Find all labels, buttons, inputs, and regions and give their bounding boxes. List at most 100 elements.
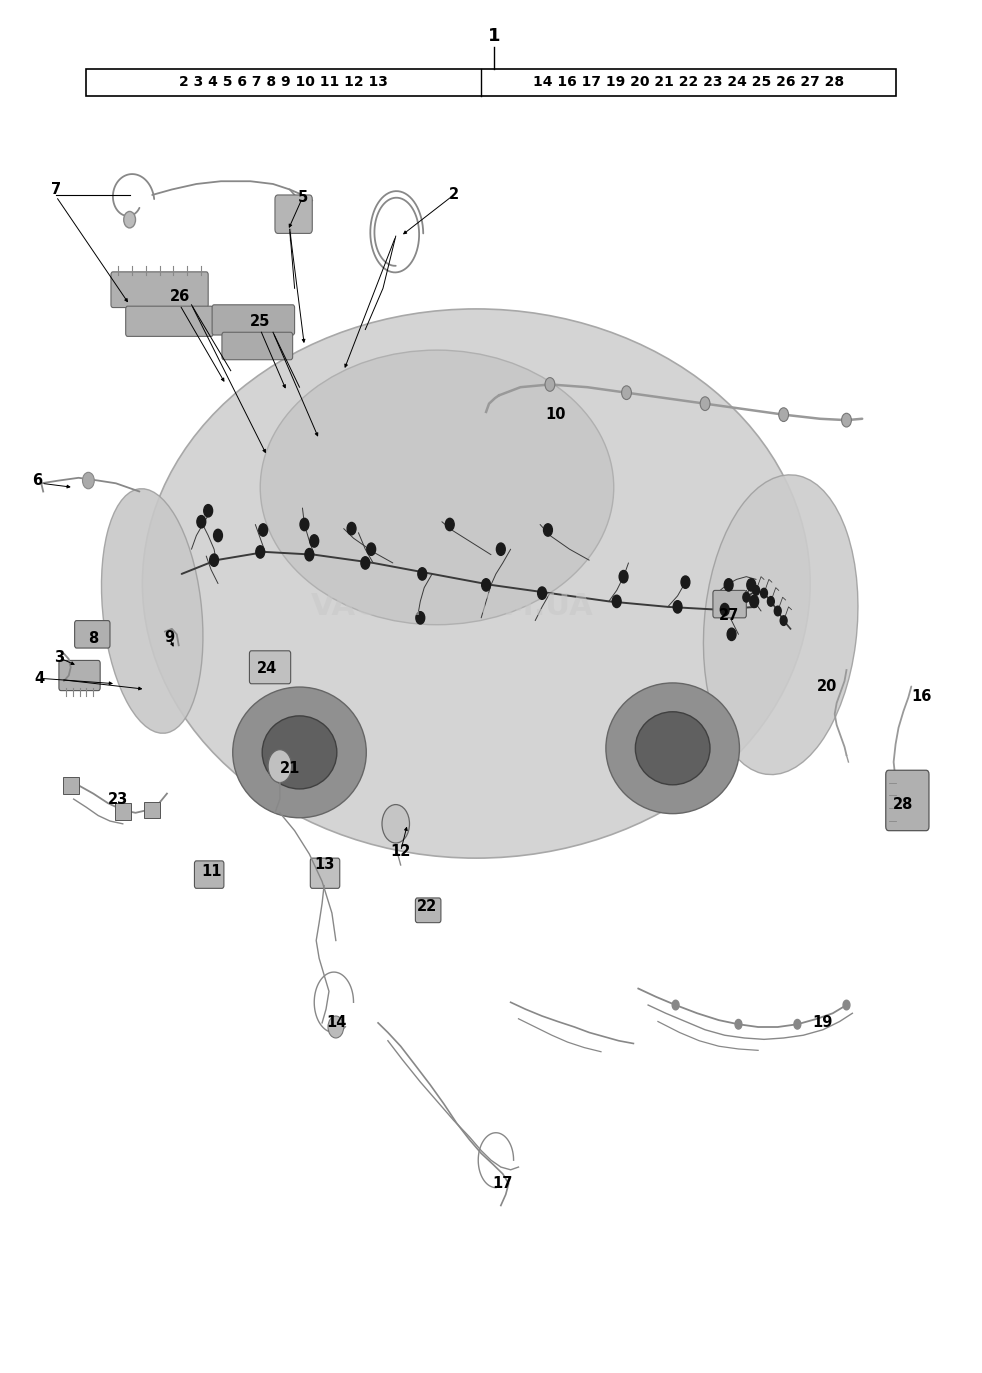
- FancyBboxPatch shape: [59, 660, 100, 691]
- Ellipse shape: [101, 489, 203, 733]
- FancyBboxPatch shape: [194, 861, 224, 888]
- Circle shape: [622, 386, 631, 400]
- Circle shape: [779, 408, 789, 422]
- Text: 7: 7: [51, 183, 61, 196]
- Ellipse shape: [233, 686, 366, 818]
- Circle shape: [727, 627, 736, 640]
- Text: 5: 5: [298, 191, 307, 205]
- Circle shape: [213, 529, 222, 541]
- FancyBboxPatch shape: [126, 306, 213, 336]
- Circle shape: [768, 596, 774, 605]
- Circle shape: [700, 397, 710, 411]
- Text: 27: 27: [719, 608, 738, 622]
- Circle shape: [545, 378, 555, 391]
- Circle shape: [310, 534, 318, 546]
- FancyBboxPatch shape: [713, 590, 746, 618]
- FancyBboxPatch shape: [249, 651, 291, 684]
- Circle shape: [793, 1019, 801, 1030]
- Circle shape: [416, 611, 424, 623]
- Bar: [63, 777, 79, 794]
- Circle shape: [382, 805, 409, 843]
- Circle shape: [446, 518, 454, 530]
- Circle shape: [209, 555, 218, 566]
- Circle shape: [620, 571, 628, 582]
- FancyBboxPatch shape: [222, 332, 293, 360]
- Text: 25: 25: [250, 314, 270, 328]
- FancyBboxPatch shape: [75, 621, 110, 648]
- FancyBboxPatch shape: [212, 305, 295, 335]
- Circle shape: [481, 579, 490, 590]
- Ellipse shape: [260, 350, 614, 625]
- Text: 6: 6: [32, 474, 42, 487]
- Circle shape: [82, 472, 94, 489]
- Text: 23: 23: [108, 792, 128, 806]
- Circle shape: [268, 750, 292, 783]
- Circle shape: [672, 1000, 679, 1011]
- Circle shape: [328, 1016, 344, 1038]
- Text: 13: 13: [314, 858, 334, 872]
- Circle shape: [742, 593, 750, 603]
- FancyBboxPatch shape: [275, 195, 312, 233]
- Ellipse shape: [635, 711, 710, 785]
- Text: 28: 28: [894, 798, 913, 811]
- Circle shape: [735, 1019, 742, 1030]
- Text: 12: 12: [391, 844, 410, 858]
- Ellipse shape: [262, 715, 337, 789]
- Text: 21: 21: [280, 762, 300, 776]
- FancyBboxPatch shape: [415, 898, 441, 923]
- Text: 14 16 17 19 20 21 22 23 24 25 26 27 28: 14 16 17 19 20 21 22 23 24 25 26 27 28: [533, 76, 844, 89]
- FancyBboxPatch shape: [310, 858, 340, 888]
- Circle shape: [348, 522, 355, 534]
- Circle shape: [780, 615, 788, 625]
- Circle shape: [724, 579, 733, 590]
- FancyBboxPatch shape: [886, 770, 929, 831]
- Ellipse shape: [703, 475, 858, 774]
- Text: 26: 26: [170, 290, 190, 303]
- Circle shape: [774, 605, 782, 615]
- Text: 4: 4: [34, 671, 44, 685]
- Circle shape: [681, 577, 689, 588]
- Circle shape: [720, 604, 729, 615]
- Text: 11: 11: [201, 865, 221, 879]
- Text: VAGTEC.COM.UA: VAGTEC.COM.UA: [310, 592, 593, 622]
- Circle shape: [843, 1000, 849, 1011]
- Text: 1: 1: [488, 26, 500, 45]
- Circle shape: [613, 595, 621, 607]
- Text: 8: 8: [88, 632, 98, 645]
- Circle shape: [496, 542, 505, 555]
- Circle shape: [196, 515, 206, 527]
- Ellipse shape: [142, 309, 810, 858]
- Circle shape: [304, 548, 314, 560]
- Text: 19: 19: [813, 1016, 833, 1030]
- Circle shape: [760, 588, 768, 599]
- Bar: [144, 802, 160, 818]
- Text: 16: 16: [911, 689, 931, 703]
- Circle shape: [750, 595, 758, 607]
- Text: 3: 3: [54, 651, 64, 665]
- Text: 22: 22: [417, 899, 437, 913]
- Circle shape: [258, 524, 267, 535]
- Text: 24: 24: [257, 662, 277, 676]
- Circle shape: [124, 211, 136, 228]
- Circle shape: [673, 601, 682, 612]
- Circle shape: [746, 579, 756, 590]
- Text: 2: 2: [449, 188, 459, 202]
- Ellipse shape: [606, 682, 739, 814]
- FancyBboxPatch shape: [111, 272, 208, 308]
- Text: 20: 20: [817, 680, 837, 693]
- Bar: [115, 803, 131, 820]
- Text: 17: 17: [493, 1177, 513, 1190]
- Circle shape: [367, 542, 375, 555]
- Circle shape: [842, 413, 851, 427]
- Circle shape: [752, 585, 760, 596]
- Circle shape: [300, 518, 308, 530]
- Circle shape: [360, 557, 369, 568]
- Text: 14: 14: [327, 1016, 347, 1030]
- Text: 10: 10: [546, 408, 566, 422]
- Circle shape: [544, 524, 552, 535]
- Text: 2 3 4 5 6 7 8 9 10 11 12 13: 2 3 4 5 6 7 8 9 10 11 12 13: [180, 76, 388, 89]
- Circle shape: [203, 504, 213, 516]
- Circle shape: [537, 588, 546, 599]
- Circle shape: [417, 568, 426, 579]
- Text: 9: 9: [164, 630, 174, 644]
